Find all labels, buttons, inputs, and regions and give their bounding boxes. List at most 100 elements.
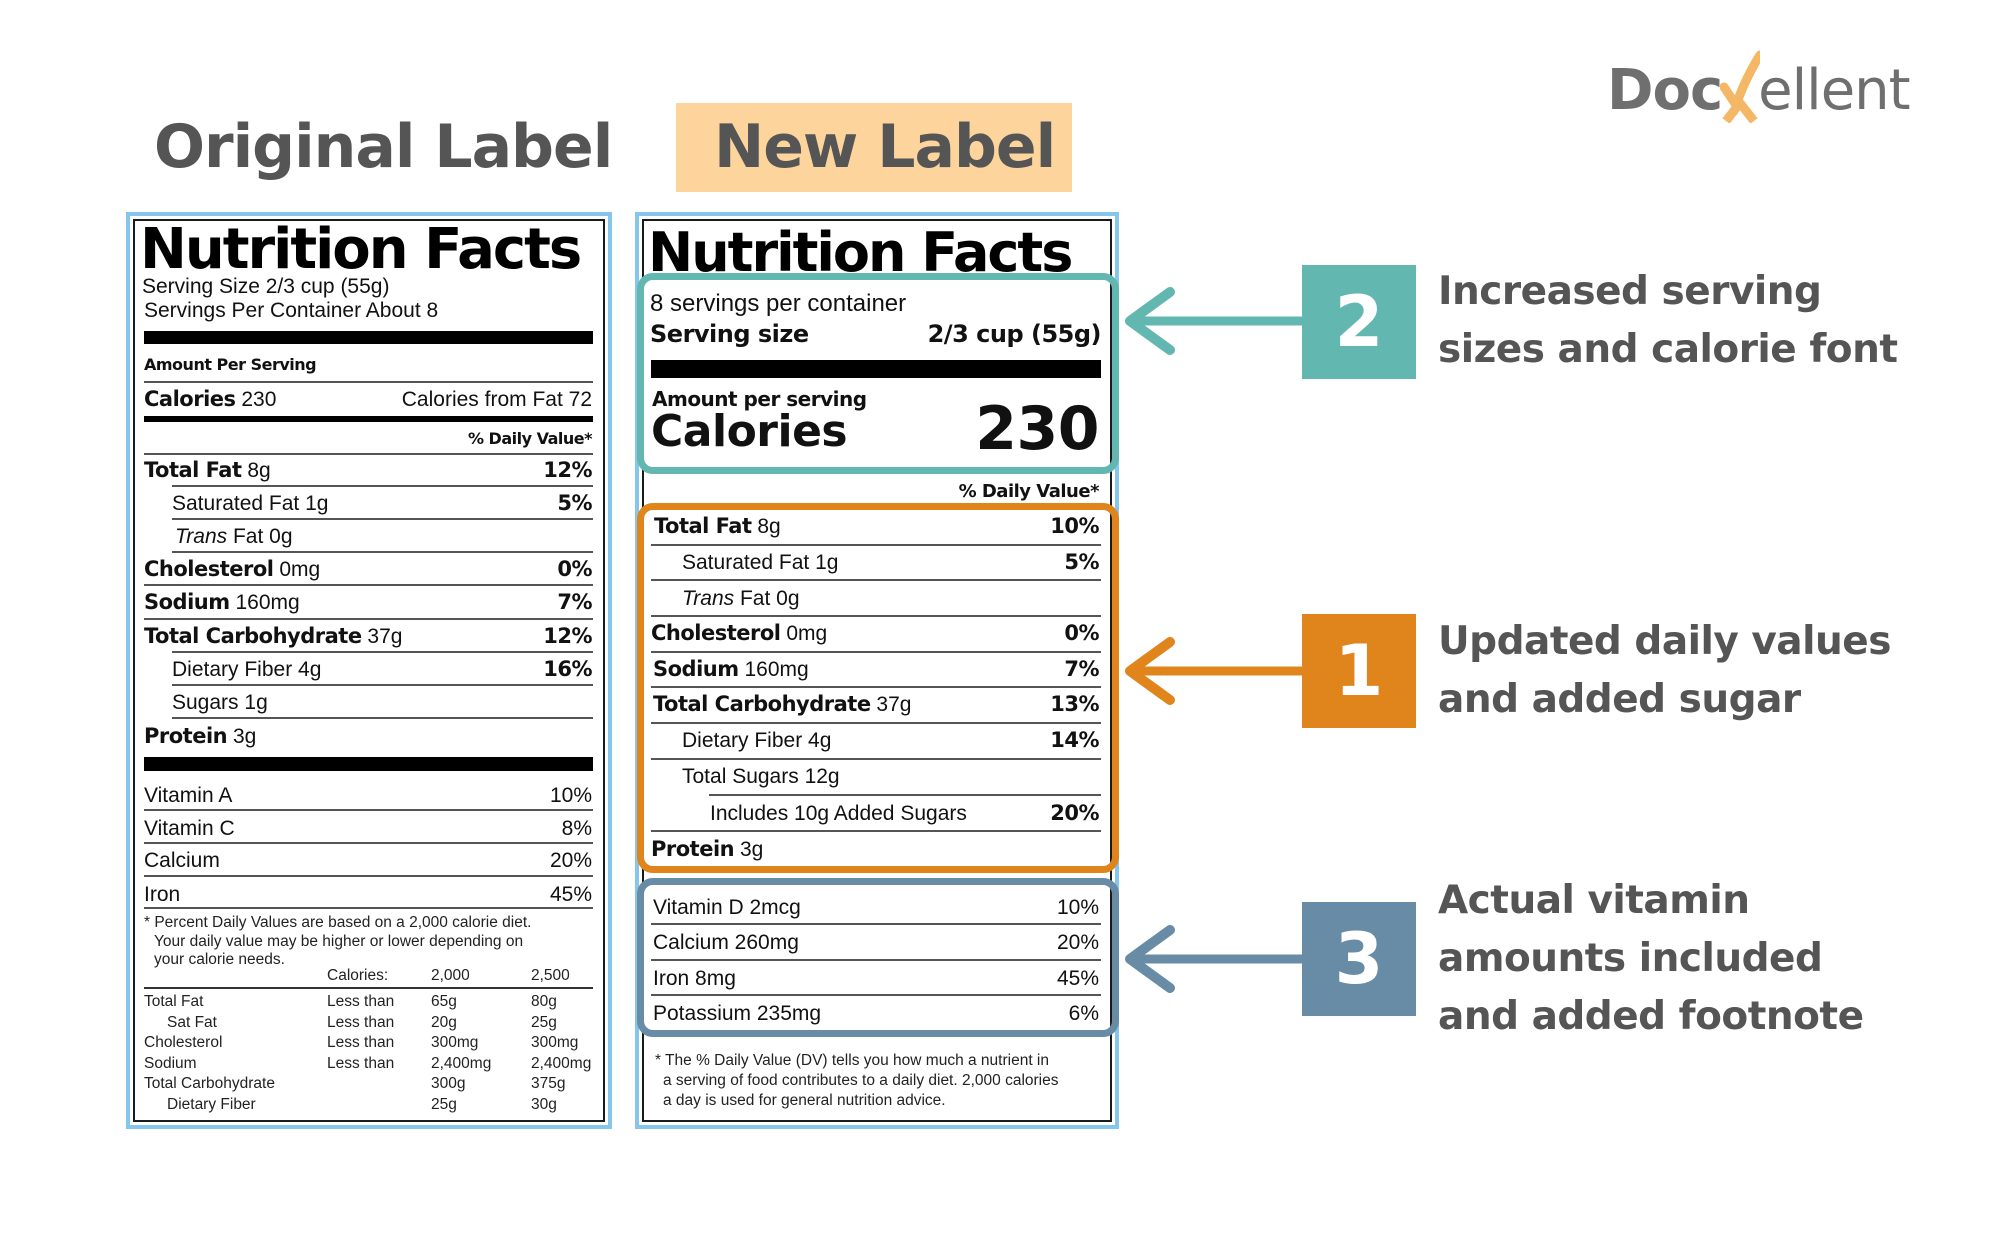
- divider: [709, 794, 1101, 796]
- original-nutrition-label: [126, 212, 612, 1129]
- new-label-heading-bg: [676, 103, 1072, 192]
- logo-text-ellent: ellent: [1758, 58, 1910, 123]
- new-dv-total-fat: 10%: [1050, 514, 1099, 538]
- arrow-left-icon: [1125, 287, 1305, 355]
- new-dv-calcium: 20%: [1056, 931, 1099, 954]
- divider: [172, 684, 593, 686]
- original-calories-row: Calories 230: [144, 387, 277, 411]
- new-servings-per-container: 8 servings per container: [650, 290, 907, 317]
- original-title: Nutrition Facts: [140, 217, 582, 282]
- divider: [651, 959, 1101, 961]
- new-dv-vitamin-d: 10%: [1056, 896, 1099, 919]
- divider: [144, 453, 593, 455]
- callout-badge-2: 2: [1302, 265, 1416, 379]
- divider: [651, 579, 1101, 581]
- arrow-left-icon: [1125, 925, 1305, 993]
- new-calories-value: 230: [975, 394, 1099, 464]
- callout-badge-1: 1: [1302, 614, 1416, 728]
- divider: [651, 615, 1101, 617]
- footnote-table-row: Cholesterol Less than 300mg 300mg: [144, 1034, 579, 1051]
- new-calcium: Calcium 260mg: [653, 931, 799, 954]
- callout-text-3: Actual vitamin amounts included and adde…: [1438, 878, 1864, 1039]
- footnote-line: Your daily value may be higher or lower …: [154, 932, 524, 950]
- original-dv-total-carbohydrate: 12%: [543, 624, 592, 648]
- divider: [651, 923, 1101, 925]
- original-dv-cholesterol: 0%: [557, 557, 592, 581]
- divider: [651, 830, 1101, 832]
- original-footnote: * Percent Daily Values are based on a 2,…: [144, 914, 531, 970]
- original-label-heading: Original Label: [154, 112, 613, 182]
- original-dv-dietary-fiber: 16%: [543, 657, 592, 681]
- new-dv-added-sugars: 20%: [1050, 801, 1099, 825]
- label-inner-border: [133, 219, 605, 1122]
- divider: [172, 518, 593, 520]
- original-daily-value-header: % Daily Value*: [467, 429, 593, 448]
- original-nutrient-cholesterol: Cholesterol 0mg: [144, 557, 321, 581]
- new-iron: Iron 8mg: [653, 967, 736, 990]
- footnote-table-row: Sodium Less than 2,400mg 2,400mg: [144, 1054, 592, 1072]
- new-footnote: * The % Daily Value (DV) tells you how m…: [655, 1051, 1059, 1111]
- footnote-table-row: Sat Fat Less than 20g 25g: [167, 1013, 557, 1031]
- footnote-table-row: Total Carbohydrate 300g 375g: [144, 1075, 566, 1092]
- footnote-line: * The % Daily Value (DV) tells you how m…: [655, 1052, 1049, 1069]
- thick-divider: [144, 331, 593, 344]
- new-nutrient-cholesterol: Cholesterol 0mg: [651, 621, 828, 645]
- highlight-daily-values: [637, 503, 1119, 873]
- original-nutrient-saturated-fat: Saturated Fat 1g: [172, 492, 329, 515]
- logo-text-doc: Doc: [1607, 58, 1723, 123]
- new-dv-saturated-fat: 5%: [1064, 550, 1099, 574]
- new-nutrient-trans-fat: Trans Fat 0g: [682, 587, 800, 610]
- original-nutrient-total-fat: Total Fat 8g: [144, 458, 271, 482]
- original-nutrient-sugars: Sugars 1g: [172, 691, 268, 714]
- calories-label: Calories: [144, 387, 236, 411]
- original-amount-per-serving: Amount Per Serving: [144, 355, 317, 374]
- divider: [651, 651, 1101, 653]
- new-dv-cholesterol: 0%: [1064, 621, 1099, 645]
- divider: [172, 717, 593, 719]
- highlight-vitamins: [637, 878, 1119, 1037]
- footnote-line: a serving of food contributes to a daily…: [663, 1072, 1059, 1089]
- divider: [651, 722, 1101, 724]
- original-dv-total-fat: 12%: [543, 458, 592, 482]
- new-dv-dietary-fiber: 14%: [1050, 728, 1099, 752]
- new-calories-label: Calories: [651, 406, 848, 457]
- divider: [144, 907, 593, 909]
- divider: [172, 485, 593, 487]
- docxellent-logo: Doc ellent: [1607, 50, 1911, 123]
- divider: [172, 651, 593, 653]
- original-nutrient-sodium: Sodium 160mg: [144, 590, 300, 614]
- divider: [144, 584, 593, 586]
- new-dv-total-carbohydrate: 13%: [1050, 692, 1099, 716]
- original-nutrient-protein: Protein 3g: [144, 724, 257, 748]
- callout-text-2: Increased serving sizes and calorie font: [1438, 269, 1898, 372]
- new-nutrient-saturated-fat: Saturated Fat 1g: [682, 551, 839, 574]
- arrow-left-icon: [1125, 637, 1305, 705]
- original-calcium: Calcium: [144, 849, 220, 872]
- divider: [144, 875, 593, 877]
- new-vitamin-d: Vitamin D 2mcg: [653, 896, 801, 919]
- original-nutrient-dietary-fiber: Dietary Fiber 4g: [172, 658, 322, 681]
- divider: [144, 842, 593, 844]
- divider: [144, 987, 593, 989]
- new-nutrient-dietary-fiber: Dietary Fiber 4g: [682, 729, 832, 752]
- footnote-table: Total Fat Less than 65g 80g Sat Fat Less tha…: [144, 992, 591, 1115]
- original-dv-vitamin-a: 10%: [549, 784, 592, 807]
- calories-value: 230: [241, 388, 277, 411]
- new-dv-sodium: 7%: [1064, 657, 1099, 681]
- new-amount-per-serving: Amount per serving: [652, 387, 867, 411]
- new-dv-iron: 45%: [1056, 967, 1099, 990]
- divider: [651, 686, 1101, 688]
- original-servings-per-container: Servings Per Container About 8: [144, 299, 439, 322]
- new-nutrient-total-fat: Total Fat 8g: [654, 514, 781, 538]
- callout-text-1: Updated daily values and added sugar: [1438, 619, 1891, 722]
- divider: [651, 758, 1101, 760]
- divider: [144, 809, 593, 811]
- original-serving-size: Serving Size 2/3 cup (55g): [142, 275, 390, 298]
- divider: [144, 381, 593, 383]
- footnote-table-row: Total Fat Less than 65g 80g: [144, 993, 557, 1010]
- footnote-line: a day is used for general nutrition advi…: [663, 1092, 946, 1109]
- new-potassium: Potassium 235mg: [653, 1002, 822, 1025]
- original-dv-vitamin-c: 8%: [561, 817, 592, 840]
- new-nutrient-added-sugars: Includes 10g Added Sugars: [710, 802, 967, 825]
- divider: [144, 618, 593, 620]
